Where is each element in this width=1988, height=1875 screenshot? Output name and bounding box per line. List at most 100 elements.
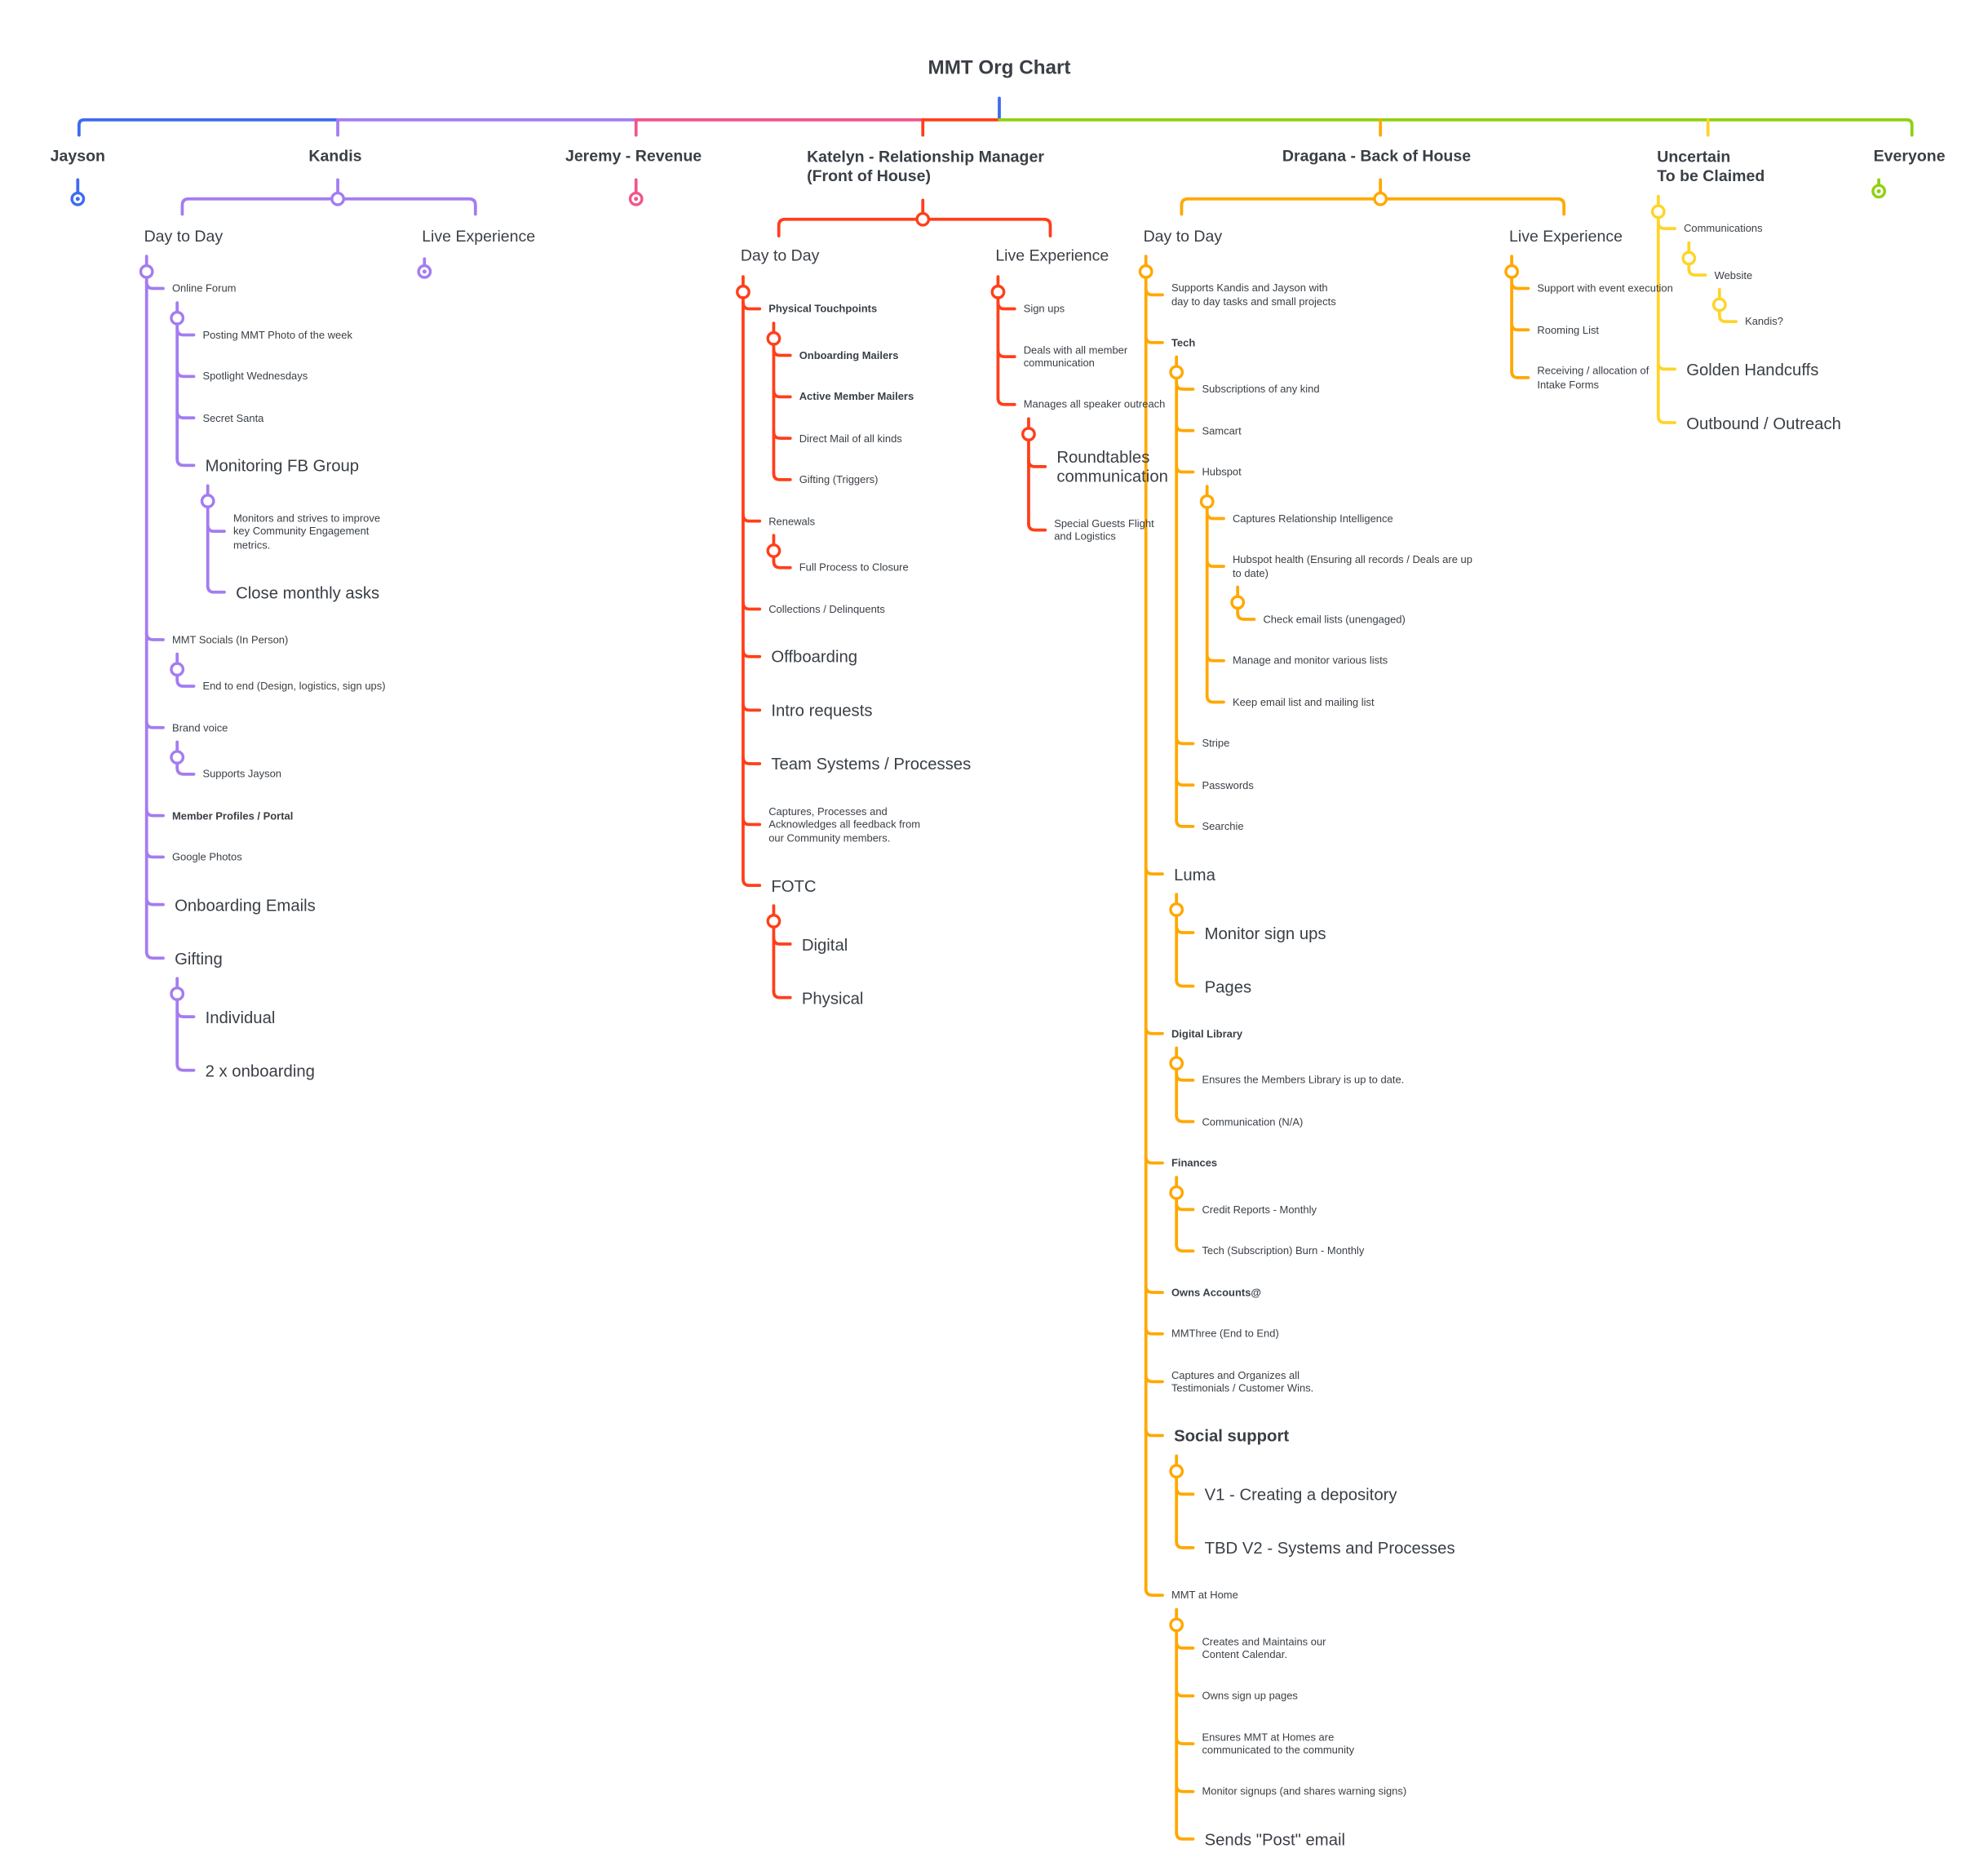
topic-node[interactable]: Collections / Delinquents [768,602,885,615]
topic-node[interactable]: Monitors and strives to improve key Comm… [232,511,381,551]
topic-node[interactable]: Credit Reports - Monthly [1202,1203,1317,1216]
topic-node[interactable]: Renewals [768,514,816,528]
topic-node[interactable]: Spotlight Wednesdays [202,370,308,383]
topic-node[interactable]: Secret Santa [202,410,264,424]
topic-node[interactable]: Social support [1174,1425,1290,1446]
topic-node[interactable]: Outbound / Outreach [1686,413,1841,432]
kandis-live-experience[interactable]: Live Experience [422,227,536,246]
branch-line [742,512,762,523]
node-jeremy[interactable]: Jeremy - Revenue [565,147,702,166]
topic-node[interactable]: Physical Touchpoints [768,302,878,315]
topic-node[interactable]: End to end (Design, logistics, sign ups) [202,679,386,693]
topic-node[interactable]: Check email lists (unengaged) [1263,612,1406,626]
topic-node[interactable]: Keep email list and mailing list [1232,695,1375,708]
topic-node[interactable]: Brand voice [171,720,228,734]
topic-node[interactable]: Physical [801,987,864,1008]
topic-node[interactable]: Manages all speaker outreach [1023,397,1166,411]
node-jayson[interactable]: Jayson [50,147,105,166]
topic-node[interactable]: Golden Handcuffs [1686,359,1819,379]
topic-node[interactable]: Owns Accounts@ [1171,1285,1262,1299]
topic-node[interactable]: Posting MMT Photo of the week [202,328,352,341]
topic-node[interactable]: V1 - Creating a depository [1204,1484,1397,1504]
topic-node[interactable]: Digital [801,934,848,954]
topic-node[interactable]: Full Process to Closure [799,561,909,574]
branch-line [1175,381,1195,391]
topic-node[interactable]: 2 x onboarding [205,1061,315,1080]
katelyn-live-experience[interactable]: Live Experience [995,246,1109,265]
topic-node[interactable]: Ensures the Members Library is up to dat… [1202,1073,1405,1087]
node-dragana[interactable]: Dragana - Back of House [1282,147,1472,166]
topic-node[interactable]: Stripe [1202,737,1230,750]
topic-node[interactable]: Owns sign up pages [1202,1689,1298,1702]
topic-node[interactable]: Active Member Mailers [799,390,914,403]
topic-node[interactable]: Close monthly asks [236,583,380,602]
topic-node[interactable]: Hubspot [1202,465,1242,478]
branch-line [1144,1427,1164,1438]
topic-node[interactable]: Creates and Maintains our Content Calend… [1202,1634,1326,1661]
dragana-day-to-day[interactable]: Day to Day [1143,227,1223,246]
topic-node[interactable]: Manage and monitor various lists [1232,654,1388,667]
katelyn-day-to-day[interactable]: Day to Day [740,246,820,265]
node-katelyn[interactable]: Katelyn - Relationship Manager (Front of… [807,148,1044,185]
kandis-day-to-day[interactable]: Day to Day [144,227,224,246]
topic-node[interactable]: MMT Socials (In Person) [171,632,289,646]
topic-node[interactable]: Special Guests Flight and Logistics [1054,516,1154,543]
topic-node[interactable]: Onboarding Mailers [799,348,899,361]
topic-node[interactable]: Google Photos [171,850,242,863]
topic-node[interactable]: FOTC [771,875,817,895]
node-kandis[interactable]: Kandis [308,147,362,166]
branch-line [144,280,165,290]
topic-node[interactable]: Intro requests [771,700,873,720]
node-everyone[interactable]: Everyone [1873,147,1946,166]
dragana-live-experience[interactable]: Live Experience [1509,227,1623,246]
jayson-node-icon-dot [75,197,80,202]
topic-node[interactable]: Deals with all member communication [1023,343,1128,370]
topic-node[interactable]: Support with event execution [1537,281,1673,295]
topic-node[interactable]: MMT at Home [1171,1588,1238,1602]
topic-node[interactable]: Communications [1684,221,1763,235]
topic-node[interactable]: Receiving / allocation of Intake Forms [1537,364,1649,391]
topic-node[interactable]: Sends "Post" email [1204,1829,1346,1849]
topic-node[interactable]: Sign ups [1023,302,1065,315]
topic-node[interactable]: Communication (N/A) [1202,1115,1304,1128]
topic-node[interactable]: Pages [1204,976,1252,996]
topic-node[interactable]: MMThree (End to End) [1171,1327,1279,1341]
topic-node[interactable]: Roundtables communication [1056,447,1168,486]
topic-node[interactable]: Monitoring FB Group [205,455,360,476]
topic-node[interactable]: Finances [1171,1156,1218,1169]
topic-node[interactable]: Gifting (Triggers) [799,472,879,486]
topic-node[interactable]: Monitor sign ups [1204,923,1326,942]
topic-node[interactable]: Supports Kandis and Jayson with day to d… [1171,281,1336,308]
topic-node[interactable]: Rooming List [1537,323,1600,336]
topic-node[interactable]: Team Systems / Processes [771,754,972,773]
topic-node[interactable]: Tech [1171,335,1196,349]
topic-node[interactable]: Samcart [1202,423,1242,437]
collapse-node-icon [1169,365,1184,380]
topic-node[interactable]: Captures, Processes and Acknowledges all… [768,804,921,844]
topic-node[interactable]: Digital Library [1171,1026,1243,1040]
branch-line [1717,313,1738,324]
topic-node[interactable]: Captures Relationship Intelligence [1232,512,1393,525]
topic-node[interactable]: Supports Jayson [202,767,282,781]
branch-line [772,388,792,399]
topic-node[interactable]: Tech (Subscription) Burn - Monthly [1202,1244,1365,1257]
topic-node[interactable]: Website [1714,268,1753,281]
node-uncertain[interactable]: Uncertain To be Claimed [1657,148,1765,185]
topic-node[interactable]: Luma [1174,864,1215,884]
topic-node[interactable]: Hubspot health (Ensuring all records / D… [1232,552,1472,579]
topic-node[interactable]: TBD V2 - Systems and Processes [1204,1538,1455,1558]
topic-node[interactable]: Direct Mail of all kinds [799,431,902,445]
topic-node[interactable]: Monitor signups (and shares warning sign… [1202,1784,1407,1798]
topic-node[interactable]: Gifting [175,948,223,968]
topic-node[interactable]: Passwords [1202,778,1254,791]
topic-node[interactable]: Online Forum [171,281,237,295]
topic-node[interactable]: Ensures MMT at Homes are communicated to… [1202,1730,1355,1757]
topic-node[interactable]: Individual [205,1007,276,1026]
topic-node[interactable]: Subscriptions of any kind [1202,382,1320,396]
topic-node[interactable]: Kandis? [1745,314,1783,328]
topic-node[interactable]: Offboarding [771,646,858,667]
topic-node[interactable]: Onboarding Emails [175,894,316,915]
topic-node[interactable]: Member Profiles / Portal [171,809,294,822]
topic-node[interactable]: Searchie [1202,819,1244,833]
topic-node[interactable]: Captures and Organizes all Testimonials … [1171,1367,1314,1394]
